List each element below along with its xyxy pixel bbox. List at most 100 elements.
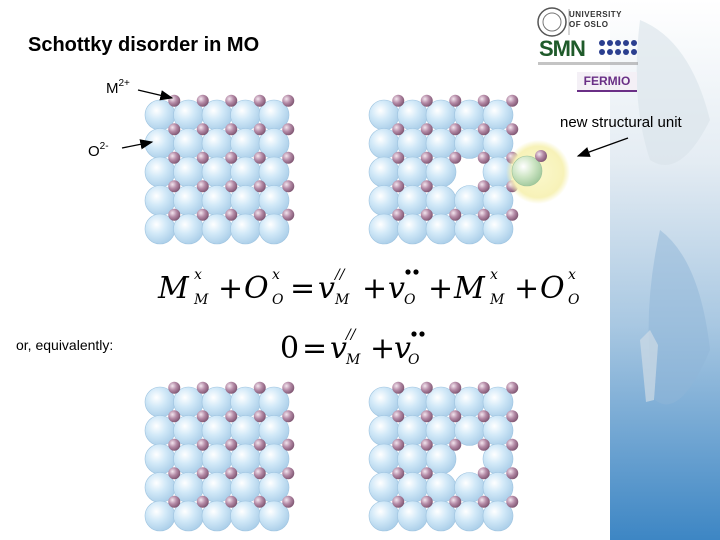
cation-atom bbox=[477, 180, 490, 193]
cation-atom bbox=[253, 467, 266, 480]
cation-atom bbox=[506, 123, 519, 136]
svg-text:x: x bbox=[490, 267, 498, 283]
anion-atom bbox=[482, 213, 514, 245]
cation-atom bbox=[168, 123, 181, 136]
cation-atom bbox=[196, 151, 209, 164]
cation-atom bbox=[196, 381, 209, 394]
svg-text:v: v bbox=[318, 271, 335, 306]
cation-atom bbox=[225, 208, 238, 221]
new-unit-cation bbox=[535, 150, 547, 162]
new-unit-arrow bbox=[576, 137, 629, 157]
cation-atom bbox=[506, 467, 519, 480]
svg-text:v: v bbox=[330, 331, 347, 366]
lattice-defect-bottom bbox=[368, 381, 519, 532]
cation-atom bbox=[420, 467, 433, 480]
cation-atom bbox=[449, 94, 462, 107]
cation-atom bbox=[506, 208, 519, 221]
cation-atom bbox=[196, 123, 209, 136]
cation-atom bbox=[225, 151, 238, 164]
cation-atom bbox=[196, 180, 209, 193]
cation-atom bbox=[196, 208, 209, 221]
cation-atom bbox=[168, 381, 181, 394]
cation-atom bbox=[392, 438, 405, 451]
cation-atom bbox=[225, 467, 238, 480]
cation-atom bbox=[225, 495, 238, 508]
cation-charge: 2+ bbox=[118, 78, 130, 89]
cation-atom bbox=[449, 438, 462, 451]
svg-text:x: x bbox=[272, 267, 280, 283]
cation-atom bbox=[420, 208, 433, 221]
svg-text://: // bbox=[344, 327, 357, 343]
svg-text:O: O bbox=[404, 292, 416, 308]
cation-atom bbox=[196, 438, 209, 451]
anion-symbol: O bbox=[88, 143, 100, 160]
cation-atom bbox=[392, 123, 405, 136]
cation-atom bbox=[282, 151, 295, 164]
fermio-logo: FERMIO bbox=[577, 72, 637, 92]
anion-arrow bbox=[121, 139, 154, 150]
svg-text:+: + bbox=[428, 271, 453, 306]
cation-atom bbox=[196, 410, 209, 423]
equation-short: 0 = v // M + v O bbox=[280, 327, 425, 368]
cation-atom bbox=[506, 94, 519, 107]
cation-atom bbox=[449, 410, 462, 423]
cation-atom bbox=[253, 208, 266, 221]
cation-atom bbox=[449, 381, 462, 394]
cation-atom bbox=[392, 495, 405, 508]
cation-atom bbox=[420, 94, 433, 107]
cation-atom bbox=[392, 381, 405, 394]
svg-text:O: O bbox=[568, 292, 580, 308]
cation-atom bbox=[253, 94, 266, 107]
svg-text:+: + bbox=[514, 271, 539, 306]
cation-atom bbox=[282, 495, 295, 508]
cation-atom bbox=[282, 123, 295, 136]
svg-text:+: + bbox=[218, 271, 243, 306]
new-unit-label: new structural unit bbox=[560, 114, 682, 131]
cation-atom bbox=[420, 438, 433, 451]
equation-full: M x M + O x O = v // M + v O + M x M + O… bbox=[157, 267, 580, 308]
svg-text:=: = bbox=[302, 331, 327, 366]
cation-atom bbox=[392, 410, 405, 423]
svg-text:O: O bbox=[408, 352, 420, 368]
cation-atom bbox=[225, 438, 238, 451]
cation-atom bbox=[253, 180, 266, 193]
cation-atom bbox=[392, 208, 405, 221]
uio-line1: UNIVERSITY bbox=[569, 10, 623, 19]
cation-atom bbox=[168, 94, 181, 107]
svg-text:0: 0 bbox=[280, 331, 299, 366]
svg-text:O: O bbox=[272, 292, 284, 308]
cation-atom bbox=[168, 151, 181, 164]
cation-atom bbox=[282, 180, 295, 193]
cation-atom bbox=[420, 123, 433, 136]
cation-atom bbox=[392, 467, 405, 480]
cation-atom bbox=[420, 180, 433, 193]
cation-atom bbox=[225, 410, 238, 423]
cation-symbol: M bbox=[106, 80, 119, 97]
slide-title: Schottky disorder in MO bbox=[28, 34, 260, 56]
cation-atom bbox=[253, 438, 266, 451]
cation-atom bbox=[225, 381, 238, 394]
cation-atom bbox=[477, 94, 490, 107]
anion-atom bbox=[482, 500, 514, 532]
smn-dots-icon bbox=[599, 40, 637, 55]
cation-atom bbox=[168, 180, 181, 193]
lattice-layer bbox=[144, 94, 519, 532]
cation-atom bbox=[196, 495, 209, 508]
new-unit-anion bbox=[511, 155, 543, 187]
cation-atom bbox=[477, 151, 490, 164]
svg-text:=: = bbox=[290, 271, 315, 306]
lattice-defect-top bbox=[368, 94, 519, 245]
cation-atom bbox=[477, 410, 490, 423]
equivalently-label: or, equivalently: bbox=[16, 337, 114, 353]
cation-atom bbox=[168, 467, 181, 480]
svg-text:O: O bbox=[540, 271, 565, 306]
cation-atom bbox=[449, 208, 462, 221]
uio-line2: OF OSLO bbox=[569, 20, 609, 29]
new-structural-unit bbox=[506, 140, 570, 204]
cation-atom bbox=[282, 381, 295, 394]
anion-atom bbox=[258, 500, 290, 532]
cation-atom bbox=[168, 438, 181, 451]
svg-text://: // bbox=[333, 267, 346, 283]
cation-atom bbox=[168, 495, 181, 508]
cation-atom bbox=[477, 438, 490, 451]
